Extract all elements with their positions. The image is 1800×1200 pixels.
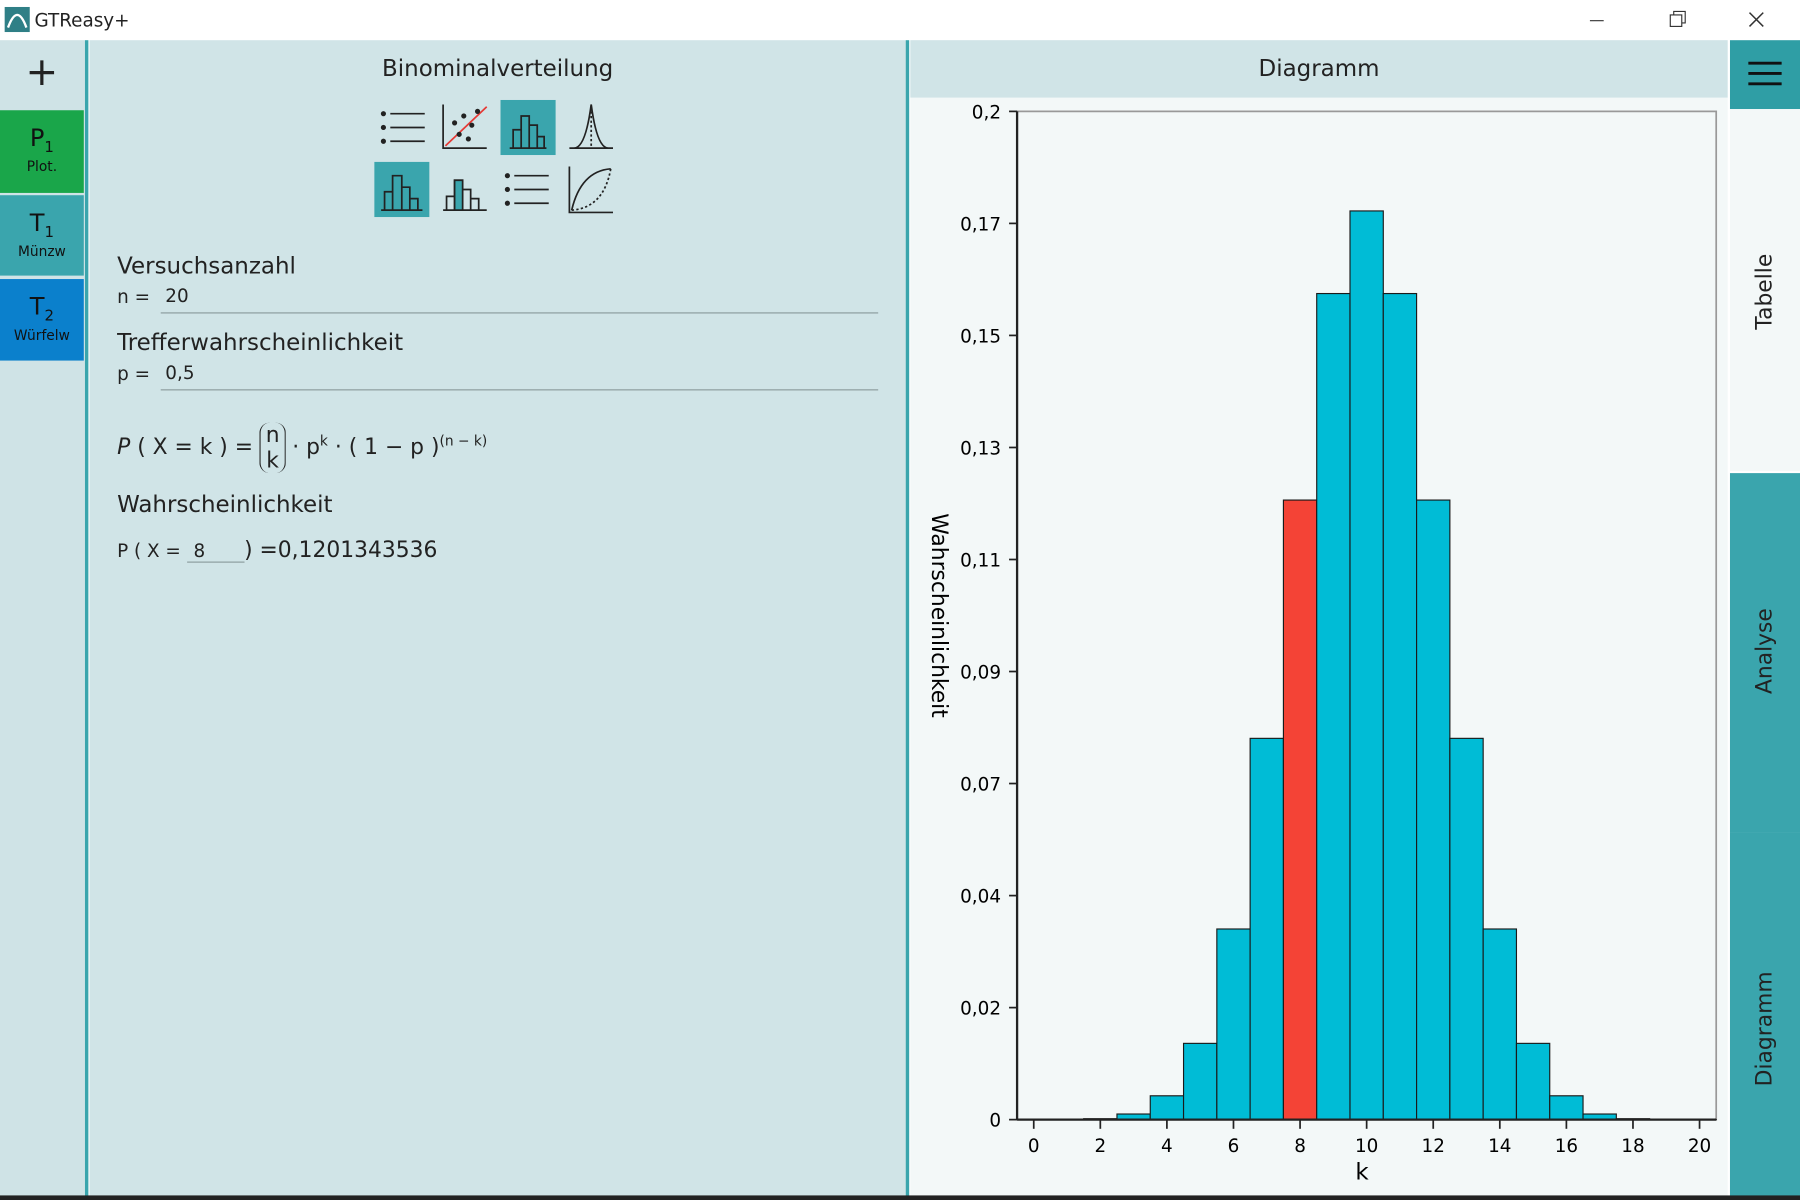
x-tick-label: 18 bbox=[1621, 1136, 1644, 1157]
formula-base: · p bbox=[292, 434, 320, 460]
binom-bottom: k bbox=[266, 447, 279, 474]
result-suffix: ) = bbox=[244, 537, 278, 563]
tab-dice[interactable]: T2 Würfelw bbox=[0, 279, 84, 361]
bar bbox=[1515, 1042, 1551, 1121]
x-axis-label: k bbox=[1355, 1159, 1369, 1185]
diagram-header: Diagramm bbox=[910, 40, 1728, 98]
y-tick-label: 0,13 bbox=[960, 438, 1001, 459]
panel-title: Binominalverteilung bbox=[382, 53, 614, 82]
bar bbox=[1416, 499, 1451, 1121]
tab-caption: Würfelw bbox=[13, 327, 70, 344]
bar bbox=[1216, 928, 1251, 1121]
field-input[interactable]: 0,5 bbox=[165, 361, 195, 384]
y-tick-label: 0,07 bbox=[960, 774, 1001, 795]
sidebar: + P1 Plot. T1 Münzw T2 Würfelw bbox=[0, 40, 85, 1200]
y-axis-label: Wahrscheinlichkeit bbox=[926, 513, 951, 718]
bar bbox=[1349, 210, 1384, 1121]
y-tick-label: 0,15 bbox=[960, 326, 1001, 347]
tab-label: Analyse bbox=[1751, 608, 1778, 695]
y-tick-label: 0,09 bbox=[960, 662, 1001, 683]
bar bbox=[1182, 1042, 1218, 1121]
x-tick-label: 2 bbox=[1094, 1136, 1106, 1157]
tab-letter: T bbox=[29, 292, 45, 321]
window-controls[interactable] bbox=[1578, 7, 1773, 35]
formula-factor: · ( 1 − p ) bbox=[334, 434, 440, 460]
field-label: Versuchsanzahl bbox=[117, 251, 296, 280]
field-prefix: p = bbox=[117, 362, 150, 385]
formula: P ( X = k ) = n k · pk · ( 1 − p )(n − k… bbox=[117, 422, 488, 474]
result-prefix: P ( X = bbox=[117, 539, 181, 562]
tab-index: 1 bbox=[44, 224, 55, 242]
y-tick-label: 0,2 bbox=[972, 102, 1001, 123]
tab-index: 1 bbox=[44, 139, 54, 157]
calculator-panel: Binominalverteilung Versuchsanzahl n = 2… bbox=[89, 40, 906, 1200]
tab-letter: T bbox=[29, 208, 45, 237]
app-icon bbox=[4, 6, 30, 33]
x-tick-label: 8 bbox=[1294, 1136, 1306, 1157]
formula-exp: k bbox=[319, 433, 328, 450]
bar bbox=[1282, 499, 1318, 1121]
icon-list bbox=[380, 111, 425, 144]
x-tick-label: 6 bbox=[1228, 1136, 1240, 1157]
input-underline bbox=[160, 389, 879, 391]
bar bbox=[1549, 1095, 1584, 1121]
right-tabs: Tabelle Analyse Diagramm bbox=[1729, 40, 1800, 1200]
mode-toolbar[interactable] bbox=[374, 99, 621, 222]
bar bbox=[1249, 737, 1284, 1121]
x-tick-label: 10 bbox=[1355, 1136, 1378, 1157]
y-tick-label: 0,11 bbox=[960, 550, 1001, 571]
separator bbox=[84, 40, 89, 1200]
formula-factor-exp: (n − k) bbox=[439, 433, 488, 450]
tab-caption: Plot. bbox=[26, 158, 58, 175]
formula-lhs: ( X = k ) = bbox=[137, 434, 254, 460]
formula-p: P bbox=[117, 434, 131, 460]
x-tick-label: 14 bbox=[1488, 1136, 1511, 1157]
bottom-border bbox=[0, 1195, 1800, 1200]
field-input[interactable]: 20 bbox=[165, 284, 189, 307]
result-value: 0,1201343536 bbox=[277, 537, 438, 563]
tab-letter: P bbox=[29, 124, 45, 152]
result-label: Wahrscheinlichkeit bbox=[117, 490, 333, 518]
result-k-input[interactable]: 8 bbox=[186, 540, 245, 563]
y-tick-label: 0,02 bbox=[960, 998, 1001, 1019]
tab-label: Tabelle bbox=[1751, 253, 1778, 330]
bar bbox=[1149, 1095, 1185, 1121]
separator bbox=[905, 40, 910, 1200]
x-tick-label: 4 bbox=[1161, 1136, 1173, 1157]
bar bbox=[1482, 928, 1518, 1121]
diagram-title: Diagramm bbox=[1258, 53, 1380, 82]
tab-plot[interactable]: P1 Plot. bbox=[0, 110, 84, 193]
bar bbox=[1382, 292, 1418, 1121]
tab-label: Diagramm bbox=[1751, 971, 1778, 1087]
input-underline bbox=[160, 312, 879, 314]
tab-caption: Münzw bbox=[17, 243, 66, 260]
y-tick-label: 0,17 bbox=[960, 214, 1001, 235]
menu-button[interactable] bbox=[1729, 40, 1800, 110]
x-tick-label: 0 bbox=[1028, 1136, 1040, 1157]
field-label: Trefferwahrscheinlichkeit bbox=[117, 328, 404, 356]
add-button[interactable]: + bbox=[25, 49, 59, 96]
window-title: GTReasy+ bbox=[34, 9, 130, 32]
x-tick-label: 12 bbox=[1422, 1136, 1445, 1157]
y-tick-label: 0,04 bbox=[960, 886, 1001, 907]
field-prefix: n = bbox=[117, 285, 150, 308]
y-tick-label: 0 bbox=[989, 1111, 1001, 1132]
x-tick-label: 16 bbox=[1555, 1136, 1578, 1157]
binom-top: n bbox=[265, 422, 280, 448]
tab-coin[interactable]: T1 Münzw bbox=[0, 195, 84, 276]
tab-table[interactable]: Tabelle bbox=[1729, 109, 1800, 471]
tab-index: 2 bbox=[44, 307, 55, 326]
title-bar: GTReasy+ bbox=[0, 0, 1800, 41]
x-tick-label: 20 bbox=[1688, 1136, 1711, 1157]
tab-diagram[interactable]: Diagramm bbox=[1729, 832, 1800, 1200]
bar bbox=[1316, 292, 1351, 1121]
bar bbox=[1449, 737, 1484, 1121]
tab-analysis[interactable]: Analyse bbox=[1729, 473, 1800, 833]
result-row: P ( X = 8) =0,1201343536 bbox=[117, 537, 438, 563]
